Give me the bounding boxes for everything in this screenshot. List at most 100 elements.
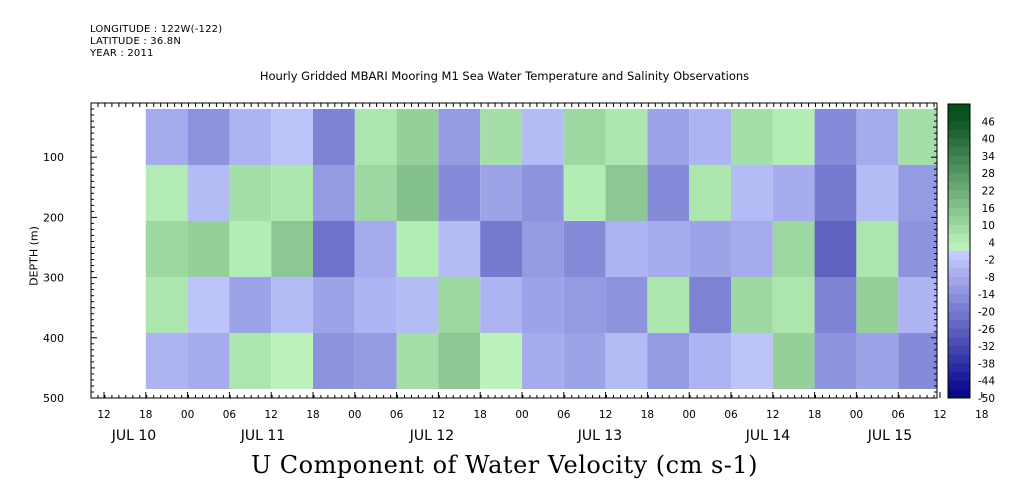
heatmap-cell [438,333,481,389]
colorbar-swatch [948,380,970,390]
x-day-label: JUL 11 [240,428,285,444]
heatmap-cell [145,109,188,165]
heatmap-cell [271,109,313,165]
heatmap-cell [898,333,937,389]
heatmap-cell [354,277,397,333]
colorbar-label: 46 [982,116,996,128]
colorbar-label: 10 [982,220,995,232]
heatmap-cell [898,109,937,165]
longitude-label: LONGITUDE : 122W(-122) [90,24,223,35]
colorbar-swatch [948,155,970,165]
heatmap-cell [271,165,313,221]
colorbar-label: -8 [985,272,995,284]
heatmap-cell [814,277,857,333]
heatmap-cell [856,221,899,277]
heatmap-cell [772,109,815,165]
x-tick-label: 06 [724,409,738,421]
heatmap-cell [856,109,899,165]
x-tick-label: 18 [474,409,487,421]
colorbar-label: 34 [982,151,996,163]
heatmap-cell [396,277,439,333]
x-tick-label: 12 [599,409,612,421]
heatmap-cell [480,333,522,389]
x-day-label: JUL 13 [577,428,622,444]
colorbar-swatch [948,181,970,191]
colorbar-swatch [948,251,970,261]
colorbar-swatch [948,328,970,338]
x-tick-label: 18 [975,409,988,421]
colorbar-label: -32 [978,341,995,353]
y-tick-label: 100 [43,151,64,164]
x-tick-label: 12 [265,409,278,421]
latitude-label: LATITUDE : 36.8N [90,36,182,47]
colorbar-swatch [948,138,970,148]
heatmap-cell [271,277,313,333]
heatmap-cell [480,277,522,333]
heatmap-cell [731,333,773,389]
heatmap-cell [522,109,564,165]
heatmap-cell [271,333,313,389]
plot-frame [90,102,938,399]
heatmap-cell [856,333,899,389]
colorbar-swatch [948,320,970,330]
x-tick-label: 12 [97,409,110,421]
x-tick-label: 00 [850,409,863,421]
chart-title: Hourly Gridded MBARI Mooring M1 Sea Wate… [259,69,750,83]
heatmap-cell [731,165,773,221]
colorbar-label: -26 [978,324,995,336]
heatmap-cell [563,165,606,221]
heatmap-cell [731,221,773,277]
colorbar-swatch [948,216,970,226]
x-tick-label: 18 [139,409,152,421]
heatmap-cell [814,221,857,277]
heatmap-cell [731,277,773,333]
heatmap-cell [689,221,731,277]
x-day-label: JUL 10 [111,428,156,444]
heatmap-cell [605,109,648,165]
heatmap-cell [814,109,857,165]
heatmap-cell [438,221,481,277]
y-axis: 100 200 300 400 500 [43,108,937,405]
colorbar-swatch [948,363,970,373]
colorbar-swatch [948,268,970,278]
x-axis: 12 18 00 06 12 18 00 06 12 18 00 06 12 18 00 06 12 18 00 06… [90,392,988,444]
heatmap-cell [814,333,857,389]
colorbar-swatch [948,225,970,235]
heatmap-cell [522,221,564,277]
heatmap-cell [145,277,188,333]
heatmap-cell [647,221,690,277]
x-day-label: JUL 15 [867,428,912,444]
colorbar-label: -2 [985,255,995,267]
plot-border [90,102,938,399]
colorbar-swatch [948,233,970,243]
heatmap-cell [145,221,188,277]
colorbar-swatch [948,173,970,183]
heatmap-cell [480,221,522,277]
y-tick-label: 400 [43,332,64,345]
x-tick-label: 12 [432,409,445,421]
x-tick-label: 06 [223,409,237,421]
heatmap-cell [396,221,439,277]
colorbar-swatch [948,311,970,321]
heatmap-cell [187,109,230,165]
year-label: YEAR : 2011 [90,48,154,59]
heatmap-cell [522,333,564,389]
heatmap-cell [438,277,481,333]
x-tick-label: 06 [390,409,404,421]
colorbar-swatch [948,302,970,312]
x-tick-label: 06 [557,409,571,421]
heatmap-cell [647,277,690,333]
heatmap-cell [814,165,857,221]
heatmap-cell [605,221,648,277]
x-day-label: JUL 12 [409,428,454,444]
heatmap-cell [563,277,606,333]
x-day-label: JUL 14 [745,428,791,444]
x-axis-title: U Component of Water Velocity (cm s-1) [250,451,759,479]
colorbar-swatch [948,346,970,356]
colorbar-label: -38 [978,358,995,370]
heatmap-cell [689,277,731,333]
heatmap-cell [522,165,564,221]
colorbar-swatch [948,147,970,157]
heatmap-cell [354,165,397,221]
heatmap-cell [605,333,648,389]
